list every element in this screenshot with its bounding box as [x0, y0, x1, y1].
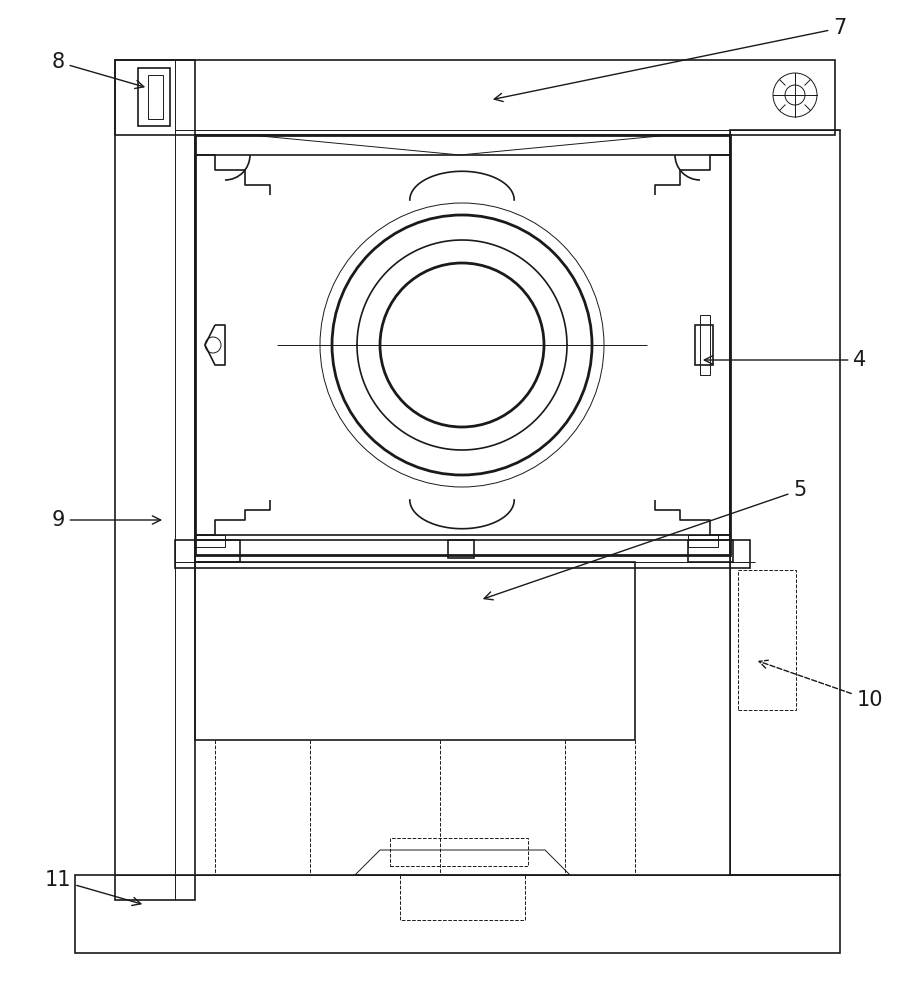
- Bar: [695, 325, 713, 365]
- Bar: [195, 135, 730, 555]
- Bar: [738, 570, 796, 710]
- Text: 9: 9: [51, 510, 161, 530]
- Text: 8: 8: [51, 52, 144, 88]
- Bar: [700, 315, 710, 375]
- Bar: [688, 540, 733, 562]
- Text: 5: 5: [484, 480, 807, 600]
- Bar: [75, 875, 840, 953]
- Bar: [195, 535, 225, 547]
- Bar: [730, 130, 840, 875]
- Bar: [195, 562, 635, 740]
- Bar: [115, 60, 835, 135]
- Bar: [390, 838, 528, 866]
- Bar: [138, 68, 170, 126]
- Bar: [148, 75, 163, 119]
- Bar: [115, 60, 195, 900]
- Text: 4: 4: [704, 350, 867, 370]
- Text: 7: 7: [494, 18, 846, 102]
- Text: 11: 11: [45, 870, 141, 906]
- Bar: [688, 535, 718, 547]
- Text: 10: 10: [759, 660, 883, 710]
- Bar: [175, 540, 750, 568]
- Bar: [448, 540, 474, 558]
- Bar: [195, 540, 240, 562]
